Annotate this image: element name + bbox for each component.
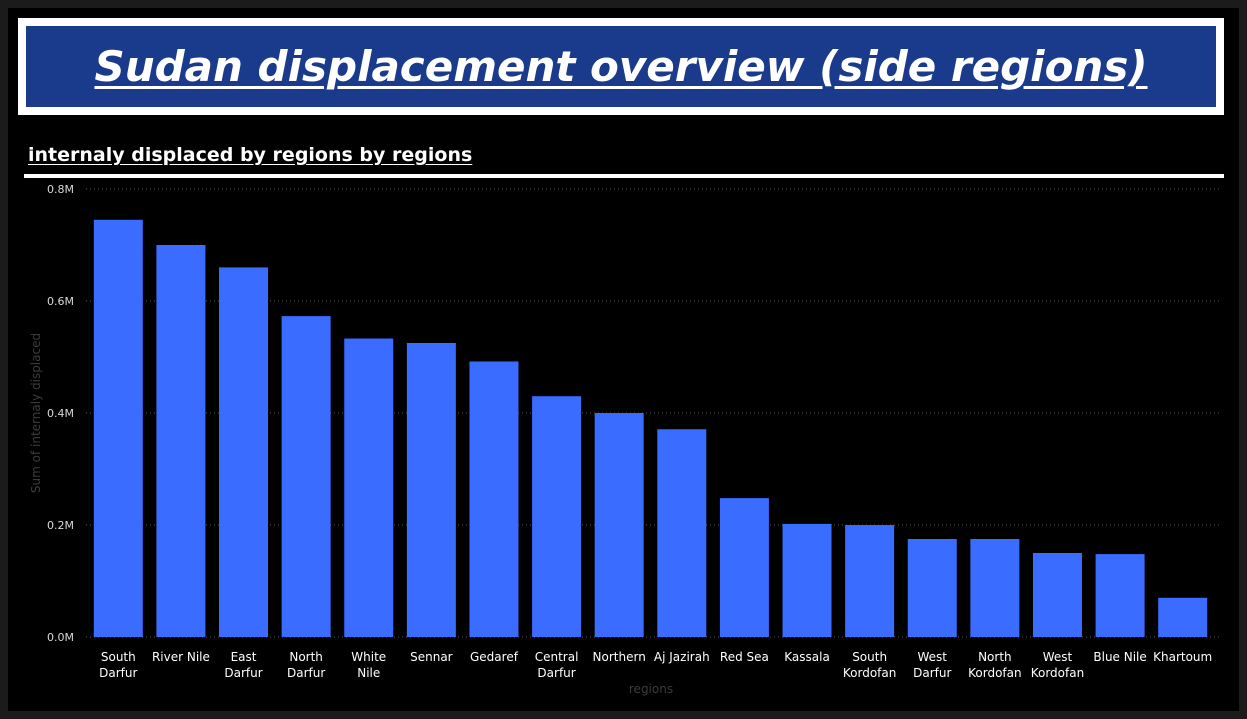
bar[interactable] (657, 429, 707, 637)
y-tick-label: 0.6M (47, 295, 74, 308)
bar[interactable] (344, 338, 394, 637)
x-axis-title: regions (629, 682, 673, 696)
chart-title: internaly displaced by regions by region… (28, 144, 473, 166)
page-title: Sudan displacement overview (side region… (94, 42, 1148, 91)
bar[interactable] (93, 219, 143, 638)
x-tick-label: White Nile (351, 650, 386, 680)
bar[interactable] (594, 413, 644, 637)
y-axis-title: Sum of internaly displaced (29, 333, 43, 493)
x-tick-label: River Nile (152, 650, 210, 664)
bar[interactable] (907, 539, 957, 637)
bar[interactable] (156, 245, 206, 637)
x-tick-label: Sennar (410, 650, 453, 664)
x-tick-label: West Kordofan (1031, 650, 1084, 680)
title-banner: Sudan displacement overview (side region… (26, 26, 1216, 107)
bar[interactable] (1158, 597, 1208, 637)
x-tick-label: South Darfur (99, 650, 137, 680)
bar[interactable] (406, 343, 456, 637)
bar[interactable] (845, 525, 895, 637)
bar[interactable] (1095, 554, 1145, 637)
bar[interactable] (719, 498, 769, 637)
y-tick-label: 0.4M (47, 407, 74, 420)
labels: 0.0M 0.2M 0.4M 0.6M 0.8M South Darfur River Nil… (29, 183, 1212, 696)
x-tick-label: Central Darfur (535, 650, 579, 680)
x-tick-label: Blue Nile (1093, 650, 1146, 664)
bar[interactable] (1032, 553, 1082, 637)
y-tick-label: 0.0M (47, 631, 74, 644)
x-tick-label: East Darfur (224, 650, 262, 680)
title-frame: Sudan displacement overview (side region… (18, 18, 1224, 115)
x-tick-label: Khartoum (1153, 650, 1212, 664)
bar[interactable] (782, 523, 832, 637)
bar[interactable] (219, 267, 269, 637)
bar[interactable] (970, 539, 1020, 637)
x-tick-label: Northern (593, 650, 646, 664)
bar-chart-visual[interactable]: internaly displaced by regions by region… (24, 140, 1224, 703)
bar[interactable] (281, 316, 331, 637)
x-tick-label: North Darfur (287, 650, 325, 680)
bar[interactable] (532, 396, 582, 637)
bar-chart-svg: 0.0M 0.2M 0.4M 0.6M 0.8M South Darfur River Nil… (29, 183, 1220, 696)
x-tick-label: Gedaref (470, 650, 519, 664)
y-tick-label: 0.8M (47, 183, 74, 196)
y-tick-label: 0.2M (47, 519, 74, 532)
x-tick-label: Red Sea (720, 650, 769, 664)
chart-header: internaly displaced by regions by region… (24, 140, 1224, 178)
x-tick-label: Kassala (784, 650, 830, 664)
x-tick-label: North Kordofan (968, 650, 1021, 680)
bars (93, 219, 1208, 638)
x-tick-label: South Kordofan (843, 650, 896, 680)
x-tick-label: West Darfur (913, 650, 951, 680)
x-tick-label: Aj Jazirah (654, 650, 710, 664)
bar[interactable] (469, 361, 519, 637)
